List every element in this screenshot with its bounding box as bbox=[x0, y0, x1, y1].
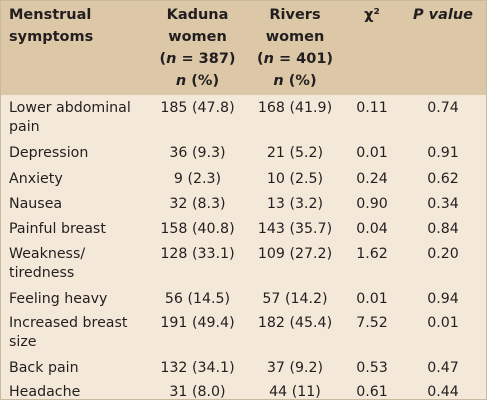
kaduna-value: 132 (34.1) bbox=[160, 360, 235, 376]
header-symptoms-line2: symptoms bbox=[9, 29, 94, 45]
header-kaduna-line4: n (%) bbox=[175, 73, 220, 89]
p-value: 0.84 bbox=[427, 221, 459, 237]
chi-square-value: 7.52 bbox=[356, 315, 388, 331]
rivers-value: 44 (11) bbox=[269, 384, 321, 400]
symptom-label-cont: size bbox=[9, 334, 37, 350]
header-rivers-line2: women bbox=[265, 29, 325, 45]
symptom-label: Increased breast bbox=[9, 315, 128, 331]
header-kaduna-line2: women bbox=[168, 29, 227, 45]
symptom-label: Feeling heavy bbox=[9, 291, 108, 307]
chi-square-value: 0.11 bbox=[356, 100, 388, 116]
header-chi-square: χ² bbox=[364, 7, 380, 23]
rivers-value: 168 (41.9) bbox=[257, 100, 333, 116]
symptom-label: Painful breast bbox=[9, 221, 106, 237]
rivers-value: 21 (5.2) bbox=[266, 145, 324, 161]
kaduna-value: 56 (14.5) bbox=[164, 291, 231, 307]
symptom-label-cont: tiredness bbox=[9, 265, 75, 281]
chi-square-value: 0.90 bbox=[356, 196, 388, 212]
kaduna-value: 9 (2.3) bbox=[173, 171, 222, 187]
chi-square-value: 0.24 bbox=[356, 171, 388, 187]
table-header: Menstrual symptoms Kaduna women (n = 387… bbox=[1, 1, 486, 95]
symptom-label: Weakness/ bbox=[9, 246, 86, 262]
symptom-label: Anxiety bbox=[9, 171, 63, 187]
kaduna-value: 158 (40.8) bbox=[160, 221, 235, 237]
rivers-value: 143 (35.7) bbox=[257, 221, 333, 237]
header-rivers-line1: Rivers bbox=[269, 7, 321, 23]
p-value: 0.62 bbox=[427, 171, 459, 187]
p-value: 0.20 bbox=[427, 246, 459, 262]
header-symptoms-line1: Menstrual bbox=[9, 7, 92, 23]
symptom-label: Nausea bbox=[9, 196, 63, 212]
rivers-value: 10 (2.5) bbox=[266, 171, 324, 187]
rivers-value: 109 (27.2) bbox=[257, 246, 333, 262]
header-rivers-line4: n (%) bbox=[273, 73, 317, 89]
kaduna-value: 36 (9.3) bbox=[169, 145, 226, 161]
p-value: 0.91 bbox=[427, 145, 459, 161]
symptom-label: Back pain bbox=[9, 360, 79, 376]
rivers-value: 182 (45.4) bbox=[257, 315, 333, 331]
p-value: 0.01 bbox=[427, 315, 459, 331]
p-value: 0.44 bbox=[427, 384, 459, 400]
rivers-value: 57 (14.2) bbox=[262, 291, 328, 307]
chi-square-value: 0.61 bbox=[356, 384, 388, 400]
p-value: 0.94 bbox=[427, 291, 459, 307]
p-value: 0.47 bbox=[427, 360, 459, 376]
symptom-label: Headache bbox=[9, 384, 81, 400]
p-value: 0.34 bbox=[427, 196, 459, 212]
header-kaduna-line1: Kaduna bbox=[166, 7, 229, 23]
symptom-label-cont: pain bbox=[9, 119, 40, 135]
chi-square-value: 0.01 bbox=[356, 145, 388, 161]
header-p-value: P value bbox=[412, 7, 474, 23]
rivers-value: 37 (9.2) bbox=[266, 360, 324, 376]
kaduna-value: 185 (47.8) bbox=[160, 100, 235, 116]
chi-square-value: 0.53 bbox=[356, 360, 388, 376]
kaduna-value: 191 (49.4) bbox=[160, 315, 235, 331]
chi-square-value: 0.04 bbox=[356, 221, 388, 237]
chi-square-value: 0.01 bbox=[356, 291, 388, 307]
symptom-label: Depression bbox=[9, 145, 89, 161]
kaduna-value: 31 (8.0) bbox=[169, 384, 226, 400]
symptom-label: Lower abdominal bbox=[9, 100, 131, 116]
rivers-value: 13 (3.2) bbox=[266, 196, 324, 212]
kaduna-value: 128 (33.1) bbox=[160, 246, 235, 262]
kaduna-value: 32 (8.3) bbox=[169, 196, 226, 212]
header-rivers-line3: (n = 401) bbox=[256, 51, 334, 67]
header-kaduna-line3: (n = 387) bbox=[159, 51, 236, 67]
p-value: 0.74 bbox=[427, 100, 459, 116]
chi-square-value: 1.62 bbox=[356, 246, 388, 262]
